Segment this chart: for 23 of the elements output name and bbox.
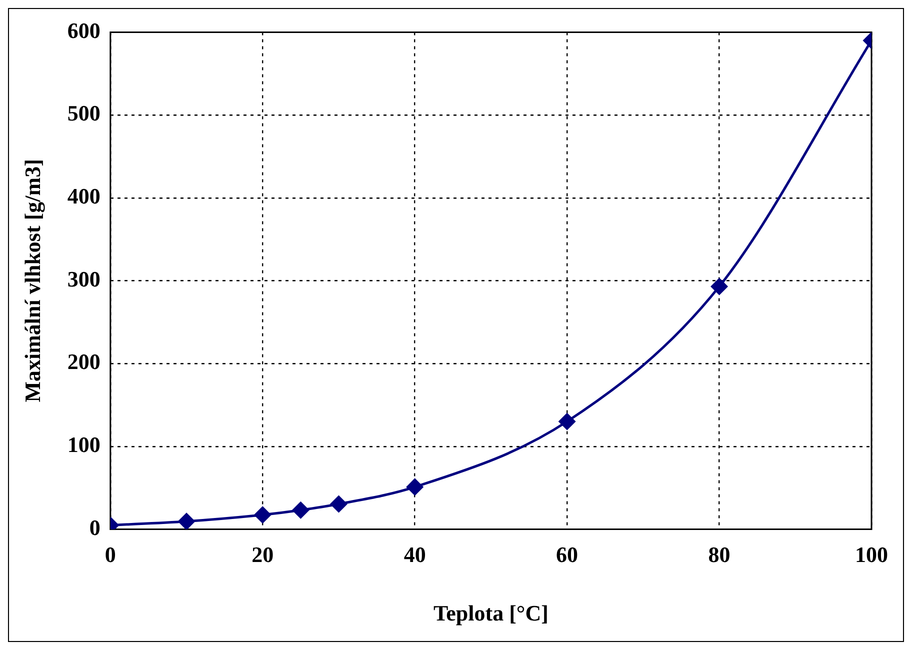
y-tick-label: 300 xyxy=(67,266,100,292)
y-tick-label: 0 xyxy=(89,514,100,540)
point xyxy=(406,478,424,496)
y-tick-label: 400 xyxy=(67,184,100,209)
line-series xyxy=(110,32,872,530)
y-tick-label: 100 xyxy=(67,432,100,458)
x-tick-label: 0 xyxy=(104,542,116,568)
x-tick-label: 40 xyxy=(404,542,426,568)
x-axis-title: Teplota [°C] xyxy=(433,600,548,626)
x-tick-label: 80 xyxy=(708,542,730,568)
y-tick-label: 600 xyxy=(67,18,100,43)
y-tick-label: 200 xyxy=(67,349,100,374)
point xyxy=(178,513,195,530)
x-tick-label: 60 xyxy=(556,542,578,568)
point xyxy=(254,506,271,524)
y-axis-title: Maximální vlhkost [g/m3] xyxy=(20,159,45,402)
x-tick-label: 100 xyxy=(855,542,888,568)
point xyxy=(292,502,309,518)
point xyxy=(330,496,347,512)
y-tick-label: 500 xyxy=(67,100,100,126)
point xyxy=(558,413,576,430)
x-tick-label: 20 xyxy=(252,542,274,568)
point xyxy=(711,278,728,295)
